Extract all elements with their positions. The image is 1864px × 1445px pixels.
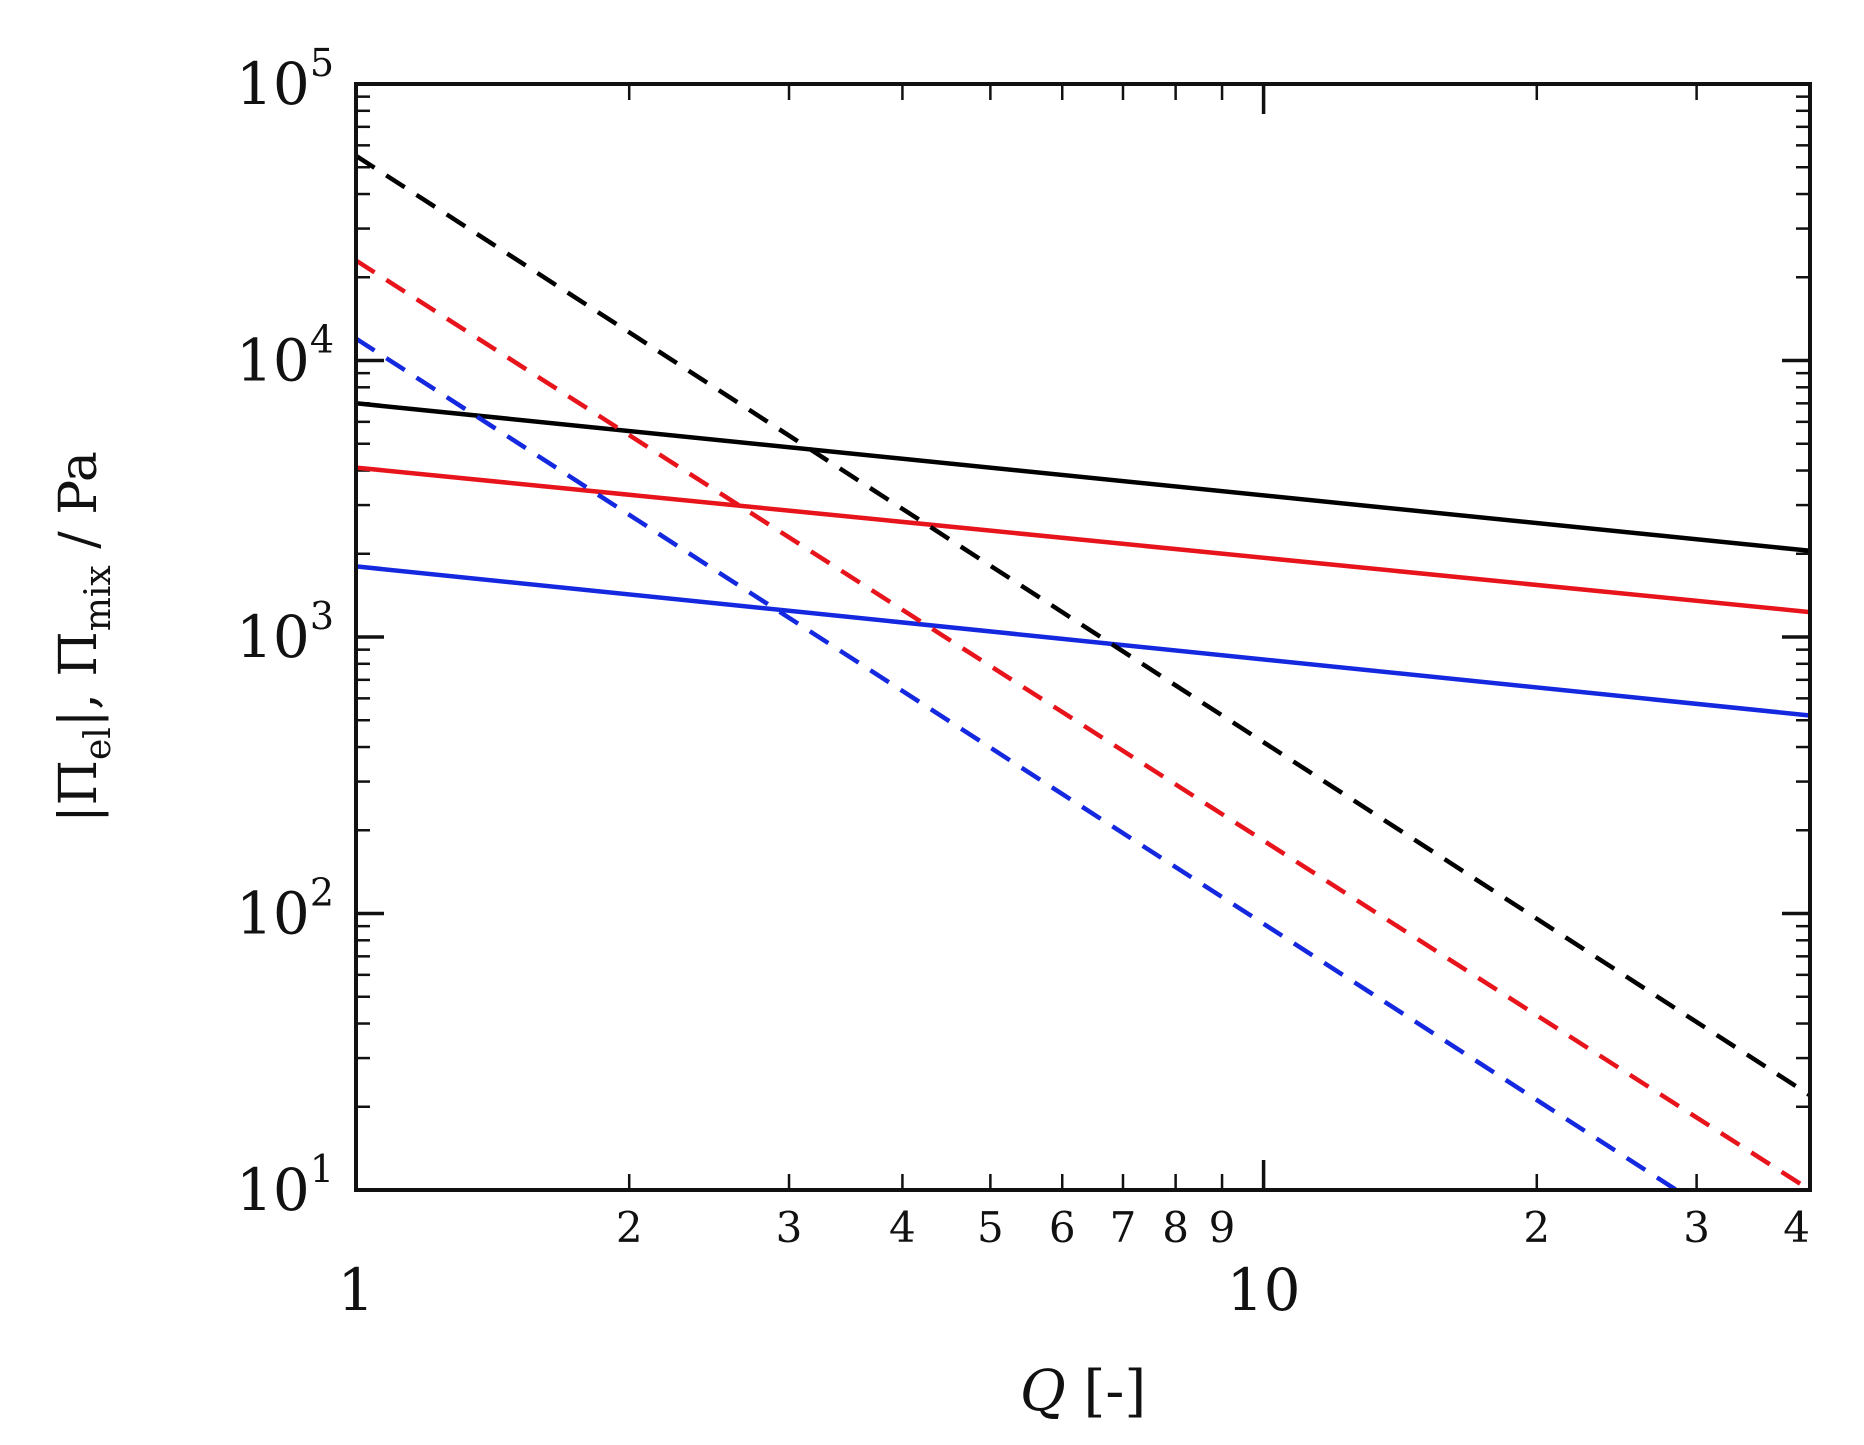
series-line-5-dashed [356,258,1810,1190]
series-line-2-solid [356,465,1810,615]
y-tick-label: 102 [236,871,334,948]
axis-ticks [354,82,1812,1192]
series-line-4-dashed [356,153,1810,1098]
x-major-tick-label: 1 [338,1256,375,1324]
data-series [356,153,1810,1190]
y-tick-label: 104 [236,318,334,395]
x-minor-tick-label: 2 [616,1203,643,1252]
x-minor-tick-label: 5 [977,1203,1004,1252]
y-tick-label: 103 [236,594,334,671]
series-line-3-solid [356,564,1810,718]
plot-frame [354,82,1812,1192]
x-minor-tick-label: 3 [776,1203,803,1252]
x-minor-tick-label: 9 [1209,1203,1236,1252]
x-minor-tick-label: 6 [1049,1203,1076,1252]
x-minor-tick-label: 2 [1523,1203,1550,1252]
x-minor-tick-label: 4 [889,1203,916,1252]
x-minor-tick-label: 3 [1683,1203,1710,1252]
x-minor-tick-label: 4 [1783,1203,1810,1252]
y-axis-label: |Πel|, Πmix / Pa [49,451,119,823]
series-line-6-dashed [356,336,1678,1190]
x-minor-tick-label: 7 [1110,1203,1137,1252]
x-minor-tick-label: 8 [1162,1203,1189,1252]
x-axis-label: Q [-] [1020,1359,1146,1424]
y-tick-label: 105 [236,41,334,118]
x-major-tick-label: 10 [1227,1256,1301,1324]
series-line-1-solid [356,401,1810,554]
y-tick-label: 101 [236,1147,334,1224]
